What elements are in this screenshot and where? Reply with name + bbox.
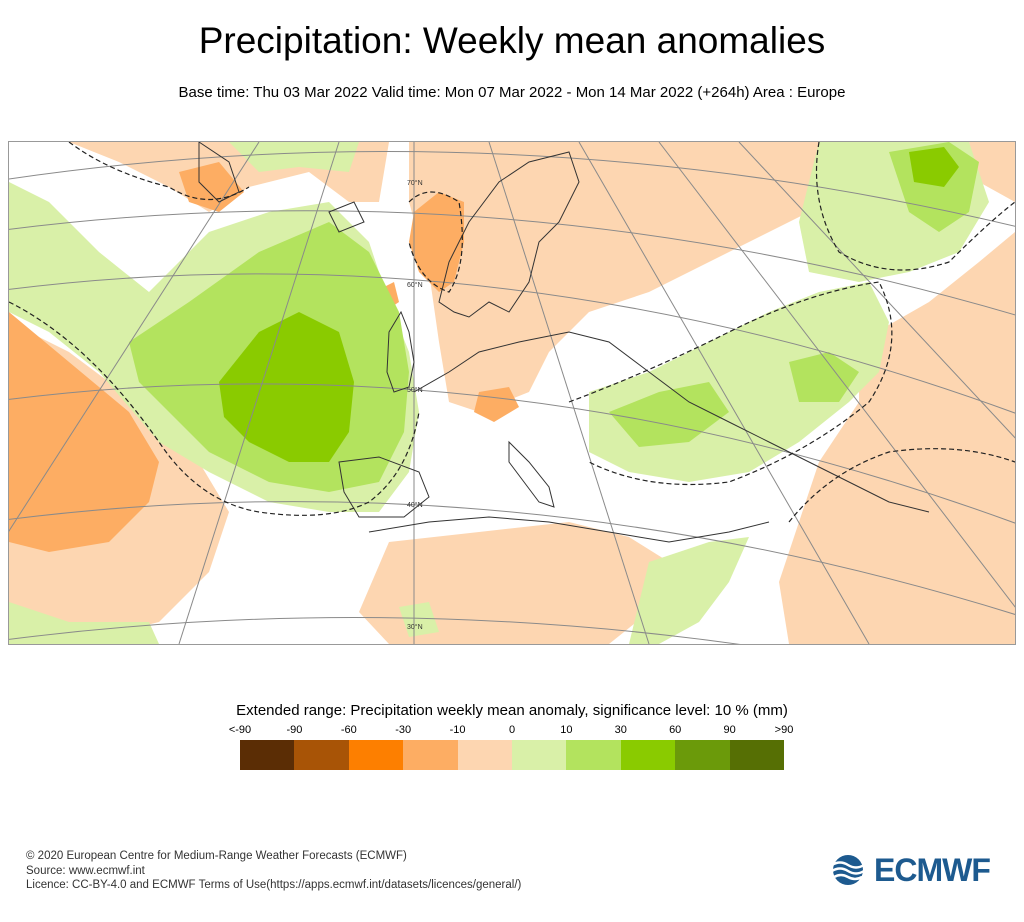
anomaly-area-scandinavia-russia — [409, 142, 829, 412]
coastline-iberia — [338, 456, 430, 518]
lat-label-40: 40°N — [407, 501, 423, 509]
coastline-britain — [386, 310, 415, 393]
coastline-italy — [508, 440, 555, 508]
legend-color-bar — [240, 740, 785, 770]
lat-label-70: 70°N — [407, 179, 423, 187]
ecmwf-logo-text: ECMWF — [874, 851, 991, 888]
anomaly-area-north-africa — [359, 522, 669, 644]
legend-swatch — [457, 740, 513, 770]
legend-swatch — [675, 740, 730, 770]
legend-tick-label: 10 — [560, 724, 573, 736]
footer-source: Source: www.ecmwf.int — [26, 864, 145, 877]
legend-swatch — [240, 740, 295, 770]
legend-swatch — [566, 740, 621, 770]
legend-swatch — [512, 740, 567, 770]
footer-credits: © 2020 European Centre for Medium-Range … — [26, 849, 521, 893]
page-subtitle: Base time: Thu 03 Mar 2022 Valid time: M… — [178, 84, 846, 101]
legend-title: Extended range: Precipitation weekly mea… — [236, 702, 788, 719]
lat-label-60: 60°N — [407, 281, 423, 289]
anomaly-area-norway-dry — [409, 192, 464, 292]
legend-tick-label: 90 — [723, 724, 736, 736]
ecmwf-logo: ECMWF — [828, 851, 991, 888]
anomaly-area-atlantic-dry — [9, 312, 159, 552]
coastline-mainland-europe — [413, 331, 930, 513]
legend-tick-label: -60 — [340, 724, 357, 736]
legend-tick-label: -10 — [449, 724, 466, 736]
legend-tick-label: -30 — [395, 724, 412, 736]
coastline-north-africa — [368, 516, 770, 543]
legend-swatch — [348, 740, 404, 770]
lat-label-30: 30°N — [407, 623, 423, 631]
legend-swatch — [729, 740, 785, 770]
ecmwf-wave-icon — [831, 855, 865, 885]
legend-tick-label: -90 — [286, 724, 303, 736]
anomaly-area-east — [779, 232, 1015, 644]
lat-label-50: 50°N — [407, 386, 423, 394]
legend-tick-label: >90 — [774, 724, 794, 736]
footer-copyright: © 2020 European Centre for Medium-Range … — [26, 850, 407, 862]
anomaly-map: 70°N 60°N 50°N 40°N 30°N — [8, 141, 1016, 645]
page-title: Precipitation: Weekly mean anomalies — [198, 20, 826, 61]
legend-ticks: <-90 -90 -60 -30 -10 0 10 30 60 90 >90 — [229, 724, 794, 738]
legend-swatch — [403, 740, 458, 770]
legend-tick-label: <-90 — [228, 724, 252, 736]
legend-tick-label: 0 — [508, 724, 516, 736]
legend-swatch — [294, 740, 349, 770]
legend-swatch — [620, 740, 676, 770]
anomaly-area-bay-of-biscay-wettest — [219, 312, 354, 462]
footer-licence: Licence: CC-BY-4.0 and ECMWF Terms of Us… — [26, 879, 522, 891]
legend-tick-label: 60 — [669, 724, 682, 736]
coastline-scandinavia — [438, 151, 580, 318]
legend-tick-label: 30 — [614, 724, 627, 736]
anomaly-area-east-med-wet — [629, 537, 749, 644]
